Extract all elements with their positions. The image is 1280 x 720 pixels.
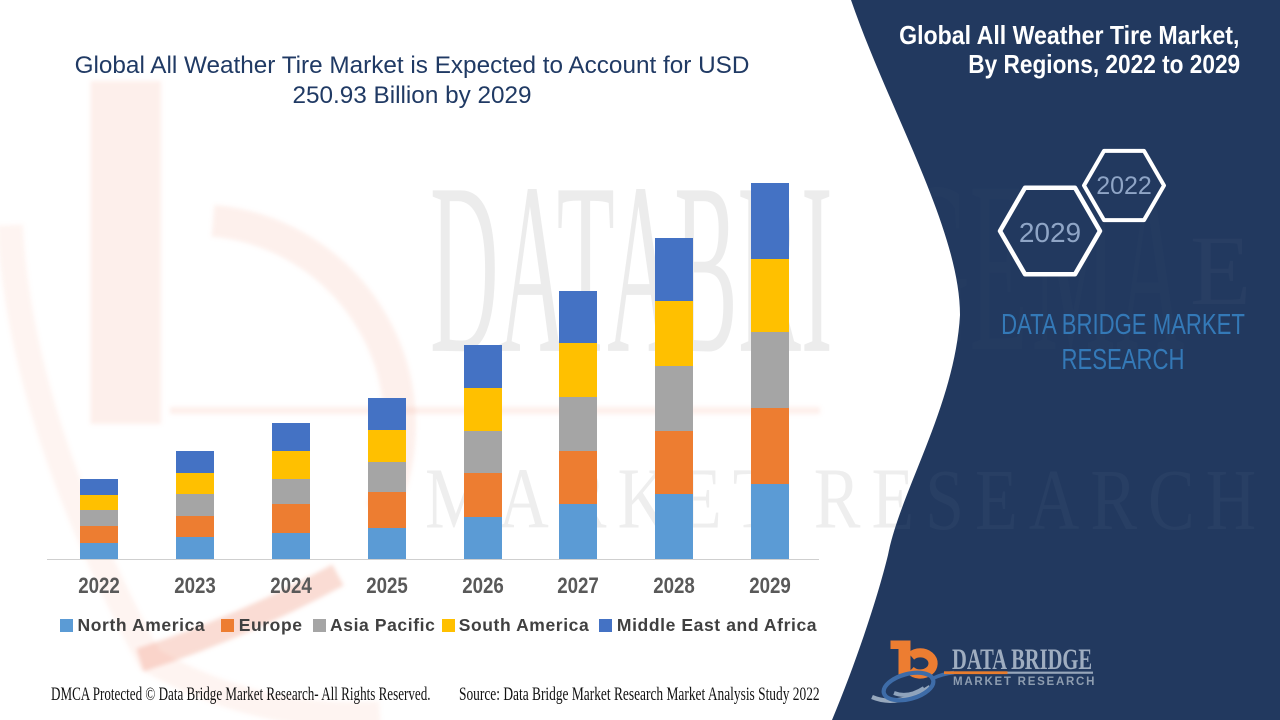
- svg-text:MARKET RESEARCH: MARKET RESEARCH: [425, 453, 1267, 549]
